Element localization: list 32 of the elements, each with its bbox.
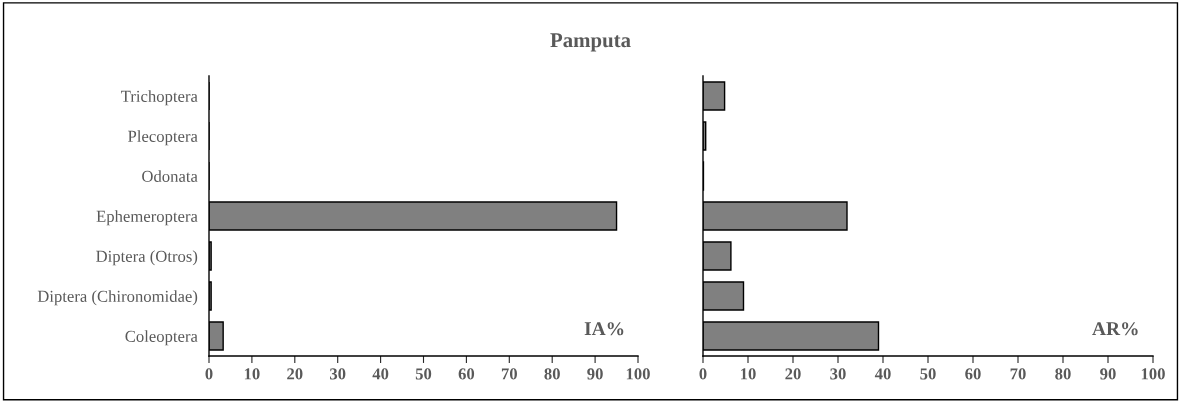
x-tick-label: 100 xyxy=(1141,368,1165,380)
x-tick-label: 50 xyxy=(920,368,936,380)
x-tick-label: 20 xyxy=(287,368,303,380)
x-tick-label: 10 xyxy=(741,368,756,380)
x-tick-label: 0 xyxy=(699,368,707,380)
y-tick-label: Coleoptera xyxy=(125,330,198,346)
x-tick-label: 80 xyxy=(1055,368,1071,380)
x-tick-label: 20 xyxy=(785,368,801,380)
x-tick-label: 50 xyxy=(415,368,432,380)
x-tick-label: 90 xyxy=(587,368,603,380)
x-tick-label: 70 xyxy=(1010,368,1026,380)
x-tick-label: 40 xyxy=(874,368,891,380)
x-tick-label: 40 xyxy=(372,368,389,380)
x-tick-label: 60 xyxy=(965,368,981,380)
y-tick-label: Trichoptera xyxy=(121,90,198,106)
x-tick-label: 0 xyxy=(205,368,213,380)
annotation: IA% xyxy=(584,322,624,336)
chart-title: Pamputa xyxy=(550,33,631,52)
annotation: AR% xyxy=(1092,322,1138,336)
y-tick-label: Diptera (Chironomidae) xyxy=(37,290,198,306)
y-tick-label: Odonata xyxy=(142,170,198,182)
x-tick-label: 90 xyxy=(1100,368,1116,380)
x-tick-label: 30 xyxy=(329,368,346,380)
x-tick-label: 60 xyxy=(458,368,475,380)
x-tick-label: 100 xyxy=(626,368,650,380)
y-tick-label: Plecoptera xyxy=(128,130,198,146)
x-tick-label: 30 xyxy=(830,368,846,380)
y-tick-label: Diptera (Otros) xyxy=(96,250,198,266)
x-tick-label: 70 xyxy=(501,368,517,380)
y-tick-label: Ephemeroptera xyxy=(96,210,198,226)
x-tick-label: 80 xyxy=(544,368,560,380)
x-tick-label: 10 xyxy=(244,368,260,380)
